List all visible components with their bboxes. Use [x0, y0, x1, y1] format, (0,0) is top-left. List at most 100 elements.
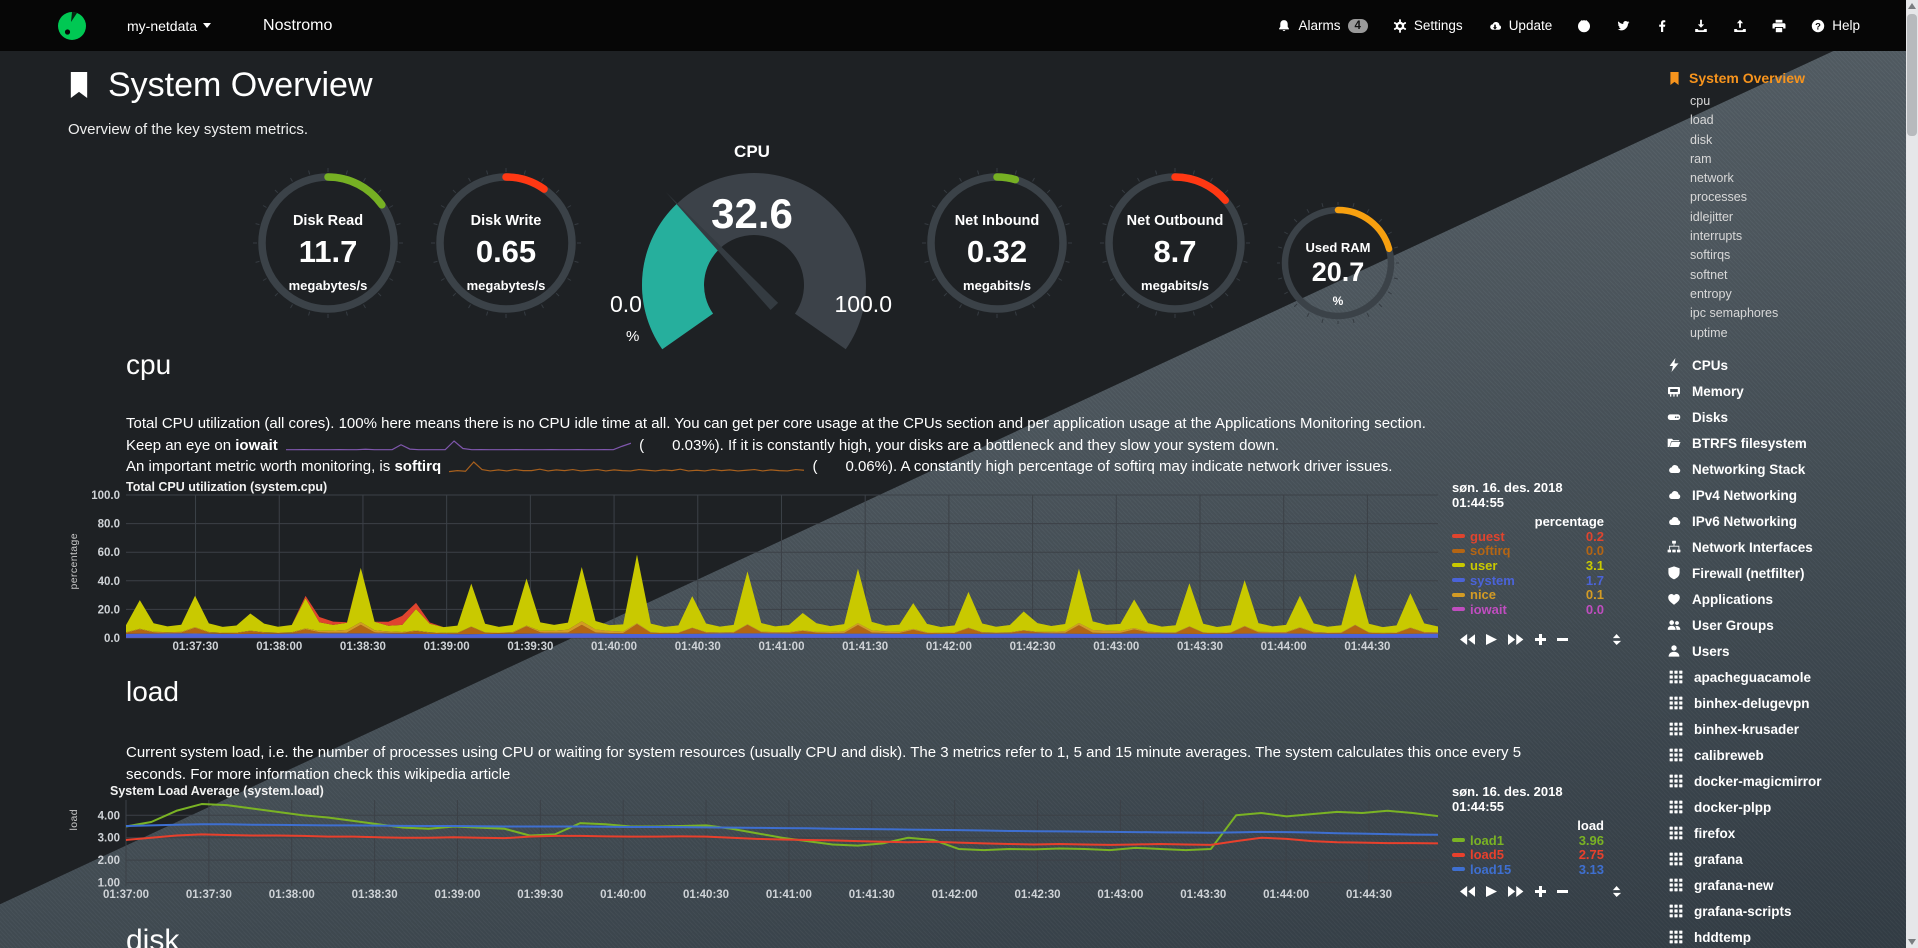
alarms-badge: 4 — [1347, 18, 1368, 33]
download-nav-item[interactable] — [1694, 19, 1708, 33]
update-nav-item[interactable]: Update — [1488, 18, 1552, 33]
legend-name: guest — [1470, 528, 1505, 544]
sidebar-subitem-interrupts[interactable]: interrupts — [1690, 229, 1743, 244]
sidebar-item-binhex-delugevpn[interactable]: binhex-delugevpn — [1666, 690, 1904, 716]
chart-cpu[interactable]: Total CPU utilization (system.cpu) percen… — [60, 478, 1621, 676]
gauge-disk-read[interactable]: Disk Read 11.7 megabytes/s — [253, 168, 403, 318]
sidebar-subitem-load[interactable]: load — [1690, 113, 1714, 128]
zoom-out-icon[interactable] — [1556, 634, 1568, 645]
netdata-logo-icon[interactable] — [57, 11, 87, 41]
zoom-in-icon[interactable] — [1534, 634, 1546, 645]
svg-text:01:41:00: 01:41:00 — [758, 641, 804, 653]
page-scrollbar[interactable] — [1906, 0, 1918, 948]
svg-text:4.00: 4.00 — [98, 810, 120, 822]
sidebar-item-label: Networking Stack — [1692, 461, 1806, 477]
upload-nav-item[interactable] — [1733, 19, 1747, 33]
sidebar-item-binhex-krusader[interactable]: binhex-krusader — [1666, 716, 1904, 742]
pan-left-icon[interactable] — [1460, 886, 1476, 897]
sidebar-item-network-interfaces[interactable]: Network Interfaces — [1666, 534, 1904, 560]
sidebar-subitem-network[interactable]: network — [1690, 171, 1734, 186]
sidebar-subitem-ipc-semaphores[interactable]: ipc semaphores — [1690, 306, 1779, 321]
chart-load[interactable]: System Load Average (system.load) load 01:… — [60, 784, 1621, 924]
legend-item-nice[interactable]: nice 0.1 — [1452, 587, 1604, 602]
legend-item-iowait[interactable]: iowait 0.0 — [1452, 602, 1604, 617]
legend-item-softirq[interactable]: softirq 0.0 — [1452, 543, 1604, 558]
gauge-used-ram[interactable]: Used RAM 20.7% — [1276, 201, 1400, 325]
server-title[interactable]: Nostromo — [263, 16, 333, 34]
sidebar-subitem-idlejitter[interactable]: idlejitter — [1690, 209, 1734, 224]
pan-right-icon[interactable] — [1508, 634, 1524, 645]
sidebar-item-apacheguacamole[interactable]: apacheguacamole — [1666, 664, 1904, 690]
sidebar-item-hddtemp[interactable]: hddtemp — [1666, 924, 1904, 948]
sidebar-item-docker-magicmirror[interactable]: docker-magicmirror — [1666, 768, 1904, 794]
sidebar-item-disks[interactable]: Disks — [1666, 404, 1904, 430]
gauge-units: megabits/s — [1141, 278, 1209, 293]
svg-text:01:44:30: 01:44:30 — [1344, 641, 1390, 653]
sidebar-item-memory[interactable]: Memory — [1666, 378, 1904, 404]
sidebar-item-calibreweb[interactable]: calibreweb — [1666, 742, 1904, 768]
gauge-value: 20.7 — [1311, 257, 1365, 287]
scrollbar-up-icon[interactable] — [1908, 3, 1916, 9]
sidebar-item-ipv6-networking[interactable]: IPv6 Networking — [1666, 508, 1904, 534]
sidebar-subitem-cpu[interactable]: cpu — [1690, 94, 1711, 108]
gauge-disk-write[interactable]: Disk Write 0.65 megabytes/s — [431, 168, 581, 318]
sidebar-subitem-processes[interactable]: processes — [1690, 190, 1747, 205]
pan-left-icon[interactable] — [1460, 634, 1476, 645]
scrollbar-down-icon[interactable] — [1908, 939, 1916, 945]
legend-item-guest[interactable]: guest 0.2 — [1452, 529, 1604, 544]
sidebar-item-grafana[interactable]: grafana — [1666, 846, 1904, 872]
legend-item-user[interactable]: user 3.1 — [1452, 558, 1604, 573]
help-nav-item[interactable]: ? Help — [1811, 18, 1860, 33]
github-nav-item[interactable] — [1577, 19, 1591, 33]
gauge-cpu-meter[interactable]: CPU 32.6 0.0 100.0% — [602, 136, 902, 354]
sidebar-item-grafana-new[interactable]: grafana-new — [1666, 872, 1904, 898]
sidebar-item-label: Users — [1692, 643, 1730, 659]
sidebar-item-cpus[interactable]: CPUs — [1666, 352, 1904, 378]
sidebar-item-firefox[interactable]: firefox — [1666, 820, 1904, 846]
sidebar-subitem-ram[interactable]: ram — [1690, 151, 1712, 166]
play-icon[interactable] — [1486, 634, 1498, 645]
sidebar-subitem-uptime[interactable]: uptime — [1690, 325, 1728, 340]
legend-item-load1[interactable]: load1 3.96 — [1452, 833, 1604, 848]
sidebar-item-users[interactable]: Users — [1666, 638, 1904, 664]
legend-item-load5[interactable]: load5 2.75 — [1452, 847, 1604, 862]
legend-swatch — [1452, 548, 1465, 553]
settings-nav-item[interactable]: Settings — [1393, 18, 1463, 33]
resize-icon[interactable] — [1612, 634, 1621, 645]
play-icon[interactable] — [1486, 886, 1498, 897]
legend-item-load15[interactable]: load15 3.13 — [1452, 862, 1604, 877]
zoom-in-icon[interactable] — [1534, 886, 1546, 897]
facebook-nav-item[interactable] — [1655, 19, 1669, 33]
gauge-net-inbound[interactable]: Net Inbound 0.32 megabits/s — [922, 168, 1072, 318]
pan-right-icon[interactable] — [1508, 886, 1524, 897]
alarms-nav-item[interactable]: Alarms 4 — [1277, 18, 1368, 33]
sidebar-subitem-disk[interactable]: disk — [1690, 132, 1713, 147]
sidebar-subitem-softnet[interactable]: softnet — [1690, 267, 1728, 282]
hostname-dropdown[interactable]: my-netdata — [127, 18, 212, 34]
legend-item-system[interactable]: system 1.7 — [1452, 573, 1604, 588]
section-heading-cpu: cpu — [126, 349, 172, 380]
sidebar-item-ipv4-networking[interactable]: IPv4 Networking — [1666, 482, 1904, 508]
facebook-icon — [1655, 19, 1669, 33]
zoom-out-icon[interactable] — [1556, 886, 1568, 897]
sidebar-item-networking-stack[interactable]: Networking Stack — [1666, 456, 1904, 482]
sidebar-item-user-groups[interactable]: User Groups — [1666, 612, 1904, 638]
resize-icon[interactable] — [1612, 886, 1621, 897]
sidebar-item-firewall-netfilter-[interactable]: Firewall (netfilter) — [1666, 560, 1904, 586]
scrollbar-thumb[interactable] — [1907, 14, 1917, 136]
svg-text:01:40:00: 01:40:00 — [591, 641, 637, 653]
cloud-icon — [1666, 462, 1682, 476]
sidebar-subitem-softirqs[interactable]: softirqs — [1690, 248, 1731, 263]
twitter-nav-item[interactable] — [1616, 19, 1630, 33]
sidebar-item-system-overview[interactable]: System Overview — [1668, 70, 1805, 86]
print-nav-item[interactable] — [1772, 19, 1786, 33]
sidebar-subitem-entropy[interactable]: entropy — [1690, 286, 1732, 301]
gauge-net-outbound[interactable]: Net Outbound 8.7 megabits/s — [1100, 168, 1250, 318]
sidebar-item-grafana-scripts[interactable]: grafana-scripts — [1666, 898, 1904, 924]
sidebar-item-btrfs-filesystem[interactable]: BTRFS filesystem — [1666, 430, 1904, 456]
user-icon — [1666, 644, 1682, 658]
sidebar-item-docker-plpp[interactable]: docker-plpp — [1666, 794, 1904, 820]
sidebar-item-label: grafana-scripts — [1694, 903, 1792, 919]
sidebar-item-label: docker-magicmirror — [1694, 773, 1822, 789]
sidebar-item-applications[interactable]: Applications — [1666, 586, 1904, 612]
